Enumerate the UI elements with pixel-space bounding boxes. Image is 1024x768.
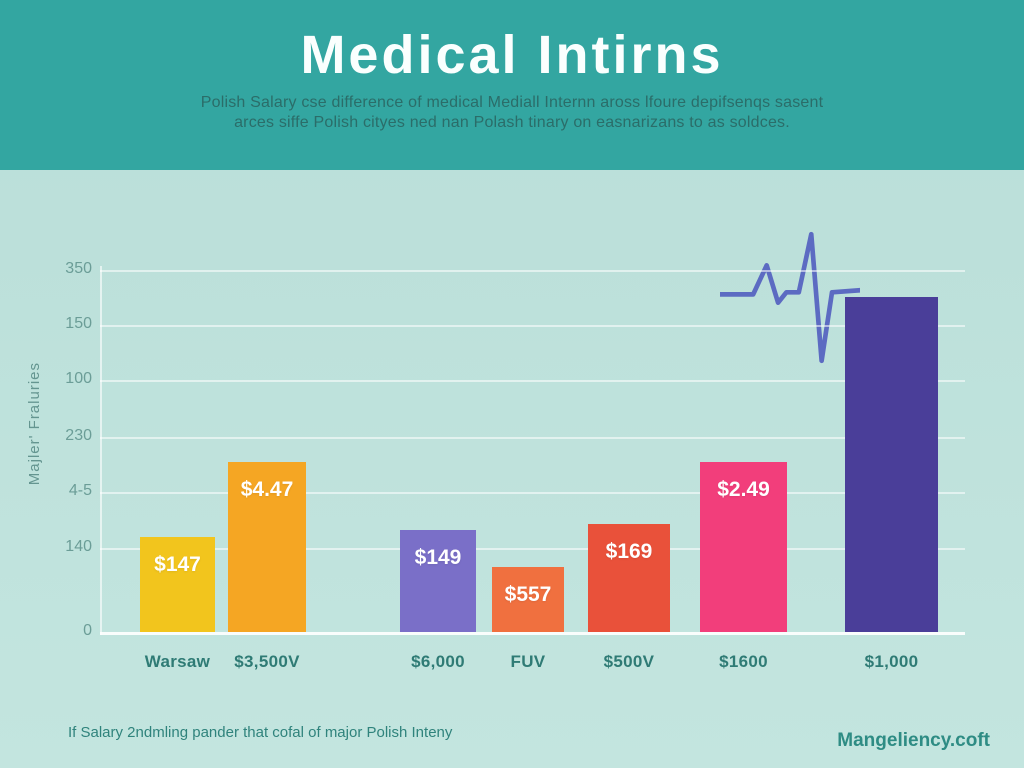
y-tick-label: 350 — [65, 260, 92, 277]
bar — [845, 297, 938, 632]
gridline — [100, 325, 965, 327]
bar: $4.47 — [228, 462, 306, 632]
y-axis-title: Majler' Fraluries — [26, 362, 43, 486]
x-axis-label: FUV — [510, 652, 546, 671]
page-title: Medical Intirns — [300, 25, 724, 85]
bar: $149 — [400, 530, 476, 632]
x-axis-label: $6,000 — [411, 652, 465, 671]
subtitle-line-2: arces siffe Polish cityes ned nan Polash… — [234, 114, 790, 131]
bar-value-label: $2.49 — [717, 478, 770, 501]
bar-value-label: $149 — [414, 546, 462, 569]
gridline — [100, 437, 965, 439]
y-axis-line — [100, 266, 102, 635]
y-tick-label: 100 — [65, 370, 92, 387]
bar-value-label: $147 — [154, 553, 201, 576]
x-axis-label: $1,000 — [864, 652, 919, 671]
gridline — [100, 548, 965, 550]
x-axis-label: $1600 — [719, 652, 768, 671]
heartbeat-line-icon — [720, 231, 860, 364]
bar: $557 — [492, 567, 564, 632]
y-tick-label: 150 — [65, 315, 92, 332]
y-tick-label: 230 — [65, 427, 92, 444]
x-axis-labels: Warsaw $3,500V $6,000 FUV $500V $1600 $1,000 — [100, 652, 965, 682]
y-tick-label: 0 — [83, 622, 92, 639]
gridline — [100, 632, 965, 635]
plot-area: 350 150 100 230 4-5 140 0 $147 $4.47 $149 $557 $169… — [65, 231, 965, 639]
x-axis-label: Warsaw — [144, 652, 211, 671]
gridline — [100, 492, 965, 494]
footer-note: If Salary 2ndmling pander that cofal of … — [68, 724, 453, 741]
x-axis-label: $3,500V — [234, 652, 300, 671]
bar-value-label: $557 — [504, 583, 552, 606]
bar-value-label: $4.47 — [240, 478, 294, 501]
y-tick-label: 4-5 — [68, 482, 92, 499]
gridline — [100, 380, 965, 382]
subtitle-line-1: Polish Salary cse difference of medical … — [200, 94, 824, 111]
y-tick-label: 140 — [65, 538, 92, 555]
bar: $2.49 — [700, 462, 787, 632]
header: Medical Intirns Polish Salary cse differ… — [0, 0, 1024, 170]
brand-text: Mangeliency.coft — [837, 730, 990, 751]
gridline — [100, 270, 965, 272]
bar-value-label: $169 — [605, 540, 653, 563]
x-axis-label: $500V — [603, 652, 655, 671]
bar: $169 — [588, 524, 670, 632]
bar: $147 — [140, 537, 215, 632]
